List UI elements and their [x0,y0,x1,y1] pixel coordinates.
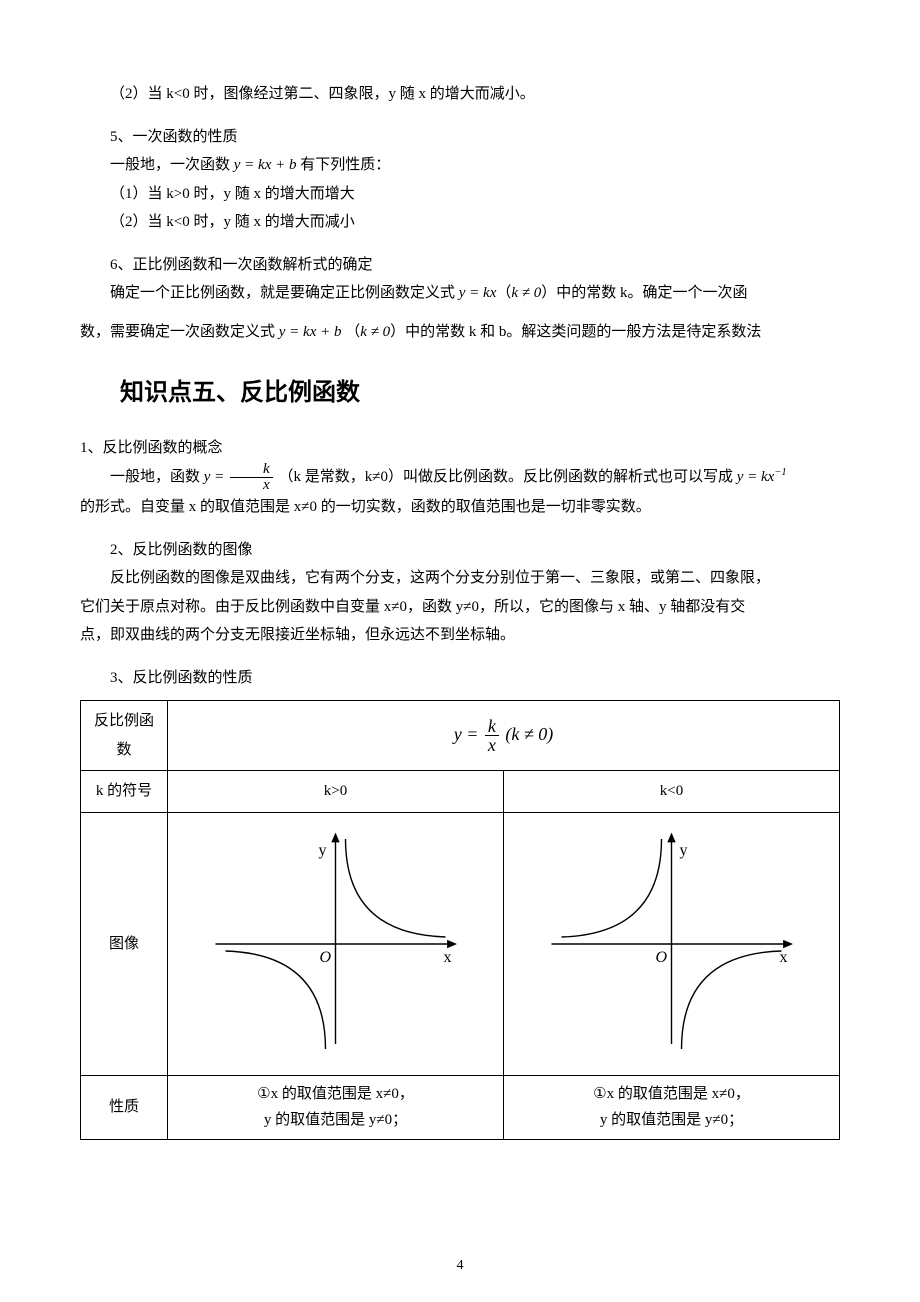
sec6-p1-c: ）中的常数 k。确定一个一次函 [541,285,747,301]
r1-p: 一般地，函数 y = kx （k 是常数，k≠0）叫做反比例函数。反比例函数的解… [80,462,840,493]
sec6-p1: 确定一个正比例函数，就是要确定正比例函数定义式 y = kx（k ≠ 0）中的常… [80,279,840,308]
r1-eq2: y = kx [737,469,775,485]
hyperbola-negative-icon: y x O [512,819,831,1059]
properties-table: 反比例函数 y = kx (k ≠ 0) k 的符号 k>0 k<0 图像 [80,700,840,1140]
sec6-eq2: y = kx + b [279,324,342,340]
prop2-l1a: ①x 的取值范围是 x [593,1086,719,1102]
r1-exp: −1 [774,467,786,478]
row2-label: k 的符号 [81,771,168,813]
section-5: 5、一次函数的性质 一般地，一次函数 y = kx + b 有下列性质： （1）… [80,123,840,237]
row1-f-cond: (k ≠ 0) [505,724,553,744]
row3-label: 图像 [81,812,168,1076]
row1-f-num: k [485,717,499,735]
row1-f-frac: kx [485,717,499,754]
sec6-p2-b: （ [345,324,360,340]
sec6-title: 6、正比例函数和一次函数解析式的确定 [80,251,840,280]
r3-block: 3、反比例函数的性质 [80,664,840,693]
r2-block: 2、反比例函数的图像 反比例函数的图像是双曲线，它有两个分支，这两个分支分别位于… [80,536,840,650]
sec6-p1-b: （ [496,285,511,301]
sec6-cond2: k ≠ 0 [360,324,390,340]
table-row: 图像 y x O [81,812,840,1076]
table-row: 性质 ①x 的取值范围是 x≠0， y 的取值范围是 y≠0； ①x 的取值范围… [81,1076,840,1140]
row2-c1: k>0 [168,771,504,813]
r1-line2-a: 的形式。自变量 x 的取值范围是 x [80,499,301,515]
r2-p2-c: 0，所以，它的图像与 x 轴、y 轴都没有交 [472,599,746,615]
r1-p-b: （k 是常数，k [278,469,372,485]
sec5-item2: （2）当 k<0 时，y 随 x 的增大而减小 [80,208,840,237]
r1-frac-num: k [230,462,273,477]
r2-p1: 反比例函数的图像是双曲线，它有两个分支，这两个分支分别位于第一、三象限，或第二、… [80,564,840,593]
page-number: 4 [0,1253,920,1280]
sec5-lead-a: 一般地，一次函数 [110,157,234,173]
svg-text:x: x [444,949,452,966]
r1-title: 1、反比例函数的概念 [80,434,840,463]
sec6-p2-a: 数，需要确定一次函数定义式 [80,324,279,340]
r1-frac: kx [230,462,273,493]
table-row: k 的符号 k>0 k<0 [81,771,840,813]
prop2-l2a: y 的取值范围是 y [600,1112,713,1128]
row2-c2: k<0 [504,771,840,813]
r2-ne1: ≠ [391,599,399,615]
prop1-l1b: 0， [391,1086,414,1102]
r1-p-c: 0）叫做反比例函数。反比例函数的解析式也可以写成 [380,469,736,485]
r2-p2-a: 它们关于原点对称。由于反比例函数中自变量 x [80,599,391,615]
prop1-ne2: ≠ [376,1112,384,1128]
prop1-l1a: ①x 的取值范围是 x [257,1086,383,1102]
r2-p2: 它们关于原点对称。由于反比例函数中自变量 x≠0，函数 y≠0，所以，它的图像与… [80,593,840,622]
r1-eq-lhs: y = [204,469,225,485]
r1-line2-b: 0 的一切实数，函数的取值范围也是一切非零实数。 [310,499,651,515]
row1-f-den: x [485,735,499,754]
r3-title: 3、反比例函数的性质 [80,664,840,693]
prop2-l1b: 0， [727,1086,750,1102]
row1-formula: y = kx (k ≠ 0) [168,701,840,771]
row4-c2: ①x 的取值范围是 x≠0， y 的取值范围是 y≠0； [504,1076,840,1140]
r1-frac-den: x [230,477,273,493]
r2-ne2: ≠ [463,599,471,615]
r2-p3: 点，即双曲线的两个分支无限接近坐标轴，但永远达不到坐标轴。 [80,621,840,650]
prop2-ne2: ≠ [712,1112,720,1128]
svg-text:y: y [319,842,327,859]
graph-k-negative: y x O [504,812,840,1076]
svg-text:O: O [320,949,332,966]
row4-c1: ①x 的取值范围是 x≠0， y 的取值范围是 y≠0； [168,1076,504,1140]
sec6-p1-a: 确定一个正比例函数，就是要确定正比例函数定义式 [110,285,459,301]
graph-k-positive: y x O [168,812,504,1076]
r2-p2-b: 0，函数 y [400,599,464,615]
svg-text:y: y [680,842,688,859]
sec6-eq1: y = kx [459,285,497,301]
sec5-eq: y = kx + b [234,157,297,173]
sec5-item1: （1）当 k>0 时，y 随 x 的增大而增大 [80,180,840,209]
heading-5: 知识点五、反比例函数 [120,370,840,416]
document-page: （2）当 k<0 时，图像经过第二、四象限，y 随 x 的增大而减小。 5、一次… [0,0,920,1302]
intro-line: （2）当 k<0 时，图像经过第二、四象限，y 随 x 的增大而减小。 [80,80,840,109]
svg-text:O: O [656,949,668,966]
r1-p-a: 一般地，函数 [110,469,204,485]
sec5-lead-b: 有下列性质： [296,157,390,173]
sec5-title: 5、一次函数的性质 [80,123,840,152]
table-row: 反比例函数 y = kx (k ≠ 0) [81,701,840,771]
section-6: 6、正比例函数和一次函数解析式的确定 确定一个正比例函数，就是要确定正比例函数定… [80,251,840,308]
sec5-lead: 一般地，一次函数 y = kx + b 有下列性质： [80,151,840,180]
prop2-l2b: 0； [721,1112,744,1128]
r1-ne2: ≠ [301,499,309,515]
r2-title: 2、反比例函数的图像 [80,536,840,565]
sec6-cond1: k ≠ 0 [511,285,541,301]
hyperbola-positive-icon: y x O [176,819,495,1059]
sec6-p2-c: ）中的常数 k 和 b。解这类问题的一般方法是待定系数法 [390,324,761,340]
prop1-l2b: 0； [385,1112,408,1128]
row1-f-lhs: y = [454,724,479,744]
sec6-p2: 数，需要确定一次函数定义式 y = kx + b （k ≠ 0）中的常数 k 和… [80,318,840,347]
row1-label: 反比例函数 [81,701,168,771]
svg-text:x: x [780,949,788,966]
r1-line2: 的形式。自变量 x 的取值范围是 x≠0 的一切实数，函数的取值范围也是一切非零… [80,493,840,522]
prop1-l2a: y 的取值范围是 y [264,1112,377,1128]
row4-label: 性质 [81,1076,168,1140]
